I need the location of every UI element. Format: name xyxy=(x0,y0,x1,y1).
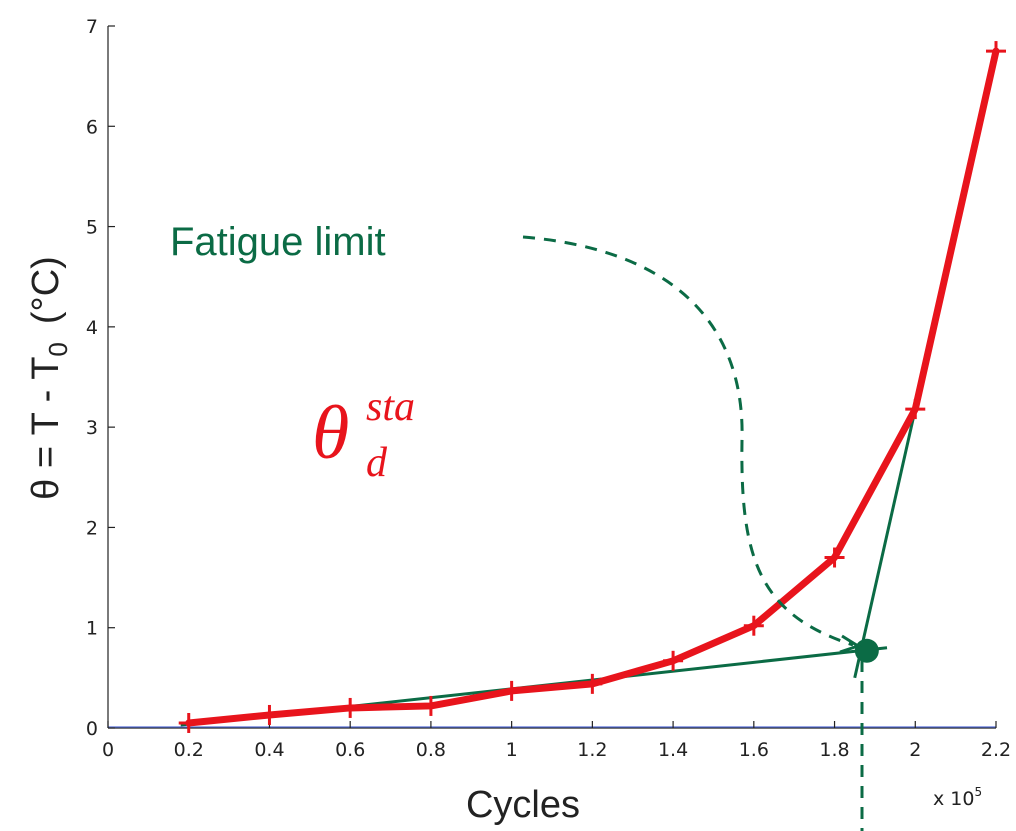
data-point xyxy=(905,399,926,420)
x-multiplier: x 105 xyxy=(933,785,982,810)
x-tick-label: 0.8 xyxy=(416,739,446,761)
series xyxy=(178,41,1006,733)
y-axis-label-subscript: 0 xyxy=(43,342,73,356)
fatigue-limit-arrowhead xyxy=(839,634,862,654)
x-tick-label: 1 xyxy=(506,739,518,761)
y-tick-label: 1 xyxy=(86,618,98,640)
fatigue-limit-point xyxy=(854,638,879,663)
data-point xyxy=(178,712,199,733)
x-tick-label: 1.6 xyxy=(739,739,769,761)
y-axis-label-main: θ = T - T xyxy=(25,357,67,500)
y-tick-label: 2 xyxy=(86,517,98,539)
fit-lines xyxy=(180,50,998,727)
x-tick-label: 1.4 xyxy=(658,739,688,761)
theta-subscript: d xyxy=(366,440,388,486)
x-tick-label: 0 xyxy=(102,739,114,761)
data-point xyxy=(420,695,441,716)
y-tick-label: 3 xyxy=(86,417,98,439)
data-point xyxy=(663,650,684,671)
x-tick-label: 0.2 xyxy=(174,739,204,761)
x-tick-label: 2.2 xyxy=(981,739,1011,761)
y-tick-label: 6 xyxy=(86,116,98,138)
data-point xyxy=(986,41,1006,62)
y-tick-label: 0 xyxy=(86,718,98,740)
data-point xyxy=(501,680,522,701)
ticks: 0 0.2 0.4 0.6 0.8 1 1.2 1.4 1.6 1.8 2 2.2 0 1 2 3 4 5 6 7 xyxy=(86,16,1011,761)
x-tick-label: 2 xyxy=(909,739,921,761)
x-multiplier-base: x 10 xyxy=(933,788,974,810)
y-axis-label-group: θ = T - T0 (°C) xyxy=(25,256,73,500)
x-multiplier-exponent: 5 xyxy=(974,785,982,799)
x-tick-label: 0.4 xyxy=(254,739,284,761)
x-tick-label: 1.2 xyxy=(577,739,607,761)
theta-superscript: sta xyxy=(366,384,415,430)
y-tick-label: 4 xyxy=(86,317,98,339)
fatigue-limit-label: Fatigue limit xyxy=(170,220,386,264)
axes xyxy=(107,26,996,729)
data-point xyxy=(340,697,361,718)
y-axis-label: θ = T - T0 (°C) xyxy=(25,256,73,500)
x-axis-label: Cycles xyxy=(466,784,580,826)
data-point xyxy=(259,704,280,725)
series-line xyxy=(185,47,1000,727)
data-point xyxy=(582,673,603,694)
x-tick-label: 0.6 xyxy=(335,739,365,761)
data-point xyxy=(743,615,764,636)
y-axis-label-unit: (°C) xyxy=(25,256,67,324)
y-tick-label: 5 xyxy=(86,217,98,239)
fatigue-limit-arrow-path xyxy=(522,235,854,647)
x-tick-label: 1.8 xyxy=(819,739,849,761)
y-tick-label: 7 xyxy=(86,16,98,38)
theta-symbol: θ xyxy=(312,391,349,475)
data-point xyxy=(824,547,845,568)
